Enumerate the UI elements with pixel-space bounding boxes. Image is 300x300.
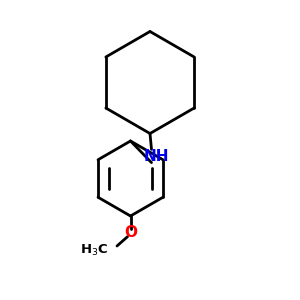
- Text: NH: NH: [143, 148, 169, 164]
- Text: H$_3$C: H$_3$C: [80, 243, 108, 258]
- Text: O: O: [124, 225, 137, 240]
